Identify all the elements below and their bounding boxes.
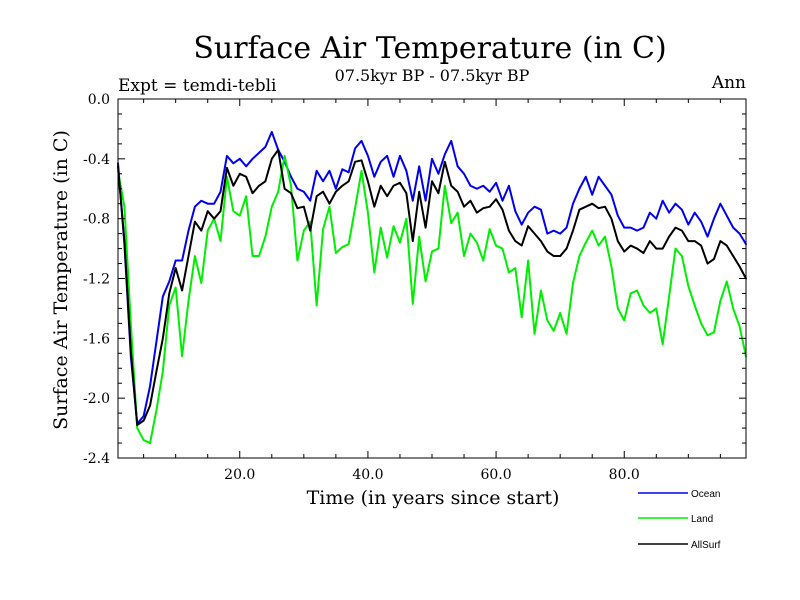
season-label: Ann: [711, 73, 746, 93]
y-axis-label: Surface Air Temperature (in C): [50, 130, 72, 430]
chart-subtitle: 07.5kyr BP - 07.5kyr BP: [335, 66, 530, 85]
legend-label-ocean: Ocean: [691, 489, 720, 500]
y-tick-label: -1.2: [83, 272, 110, 288]
plot-area: 0.0 -0.4 -0.8 -1.2 -1.6 -2.0 -2.4 20.0 40.0 60.0 8…: [83, 92, 747, 483]
y-tick-label: -2.4: [83, 451, 110, 467]
x-tick-label: 80.0: [609, 467, 640, 483]
x-tick-label: 60.0: [480, 467, 511, 483]
experiment-label: Expt = temdi-tebli: [118, 76, 277, 96]
legend: Ocean Land AllSurf: [638, 489, 721, 551]
y-tick-label: -1.6: [83, 331, 110, 347]
x-tick-label: 40.0: [352, 467, 383, 483]
x-tick-label: 20.0: [224, 467, 255, 483]
chart-title: Surface Air Temperature (in C): [193, 31, 666, 66]
y-tick-label: -0.4: [83, 152, 110, 168]
series-line-land: [117, 154, 747, 445]
x-axis-label: Time (in years since start): [307, 487, 560, 509]
y-tick-label: 0.0: [88, 92, 110, 108]
legend-label-land: Land: [691, 514, 713, 525]
legend-label-allsurf: AllSurf: [691, 540, 721, 551]
series-line-ocean: [117, 130, 747, 425]
series-line-allsurf: [117, 148, 747, 427]
y-tick-label: -0.8: [83, 212, 110, 228]
y-tick-label: -2.0: [83, 391, 110, 407]
